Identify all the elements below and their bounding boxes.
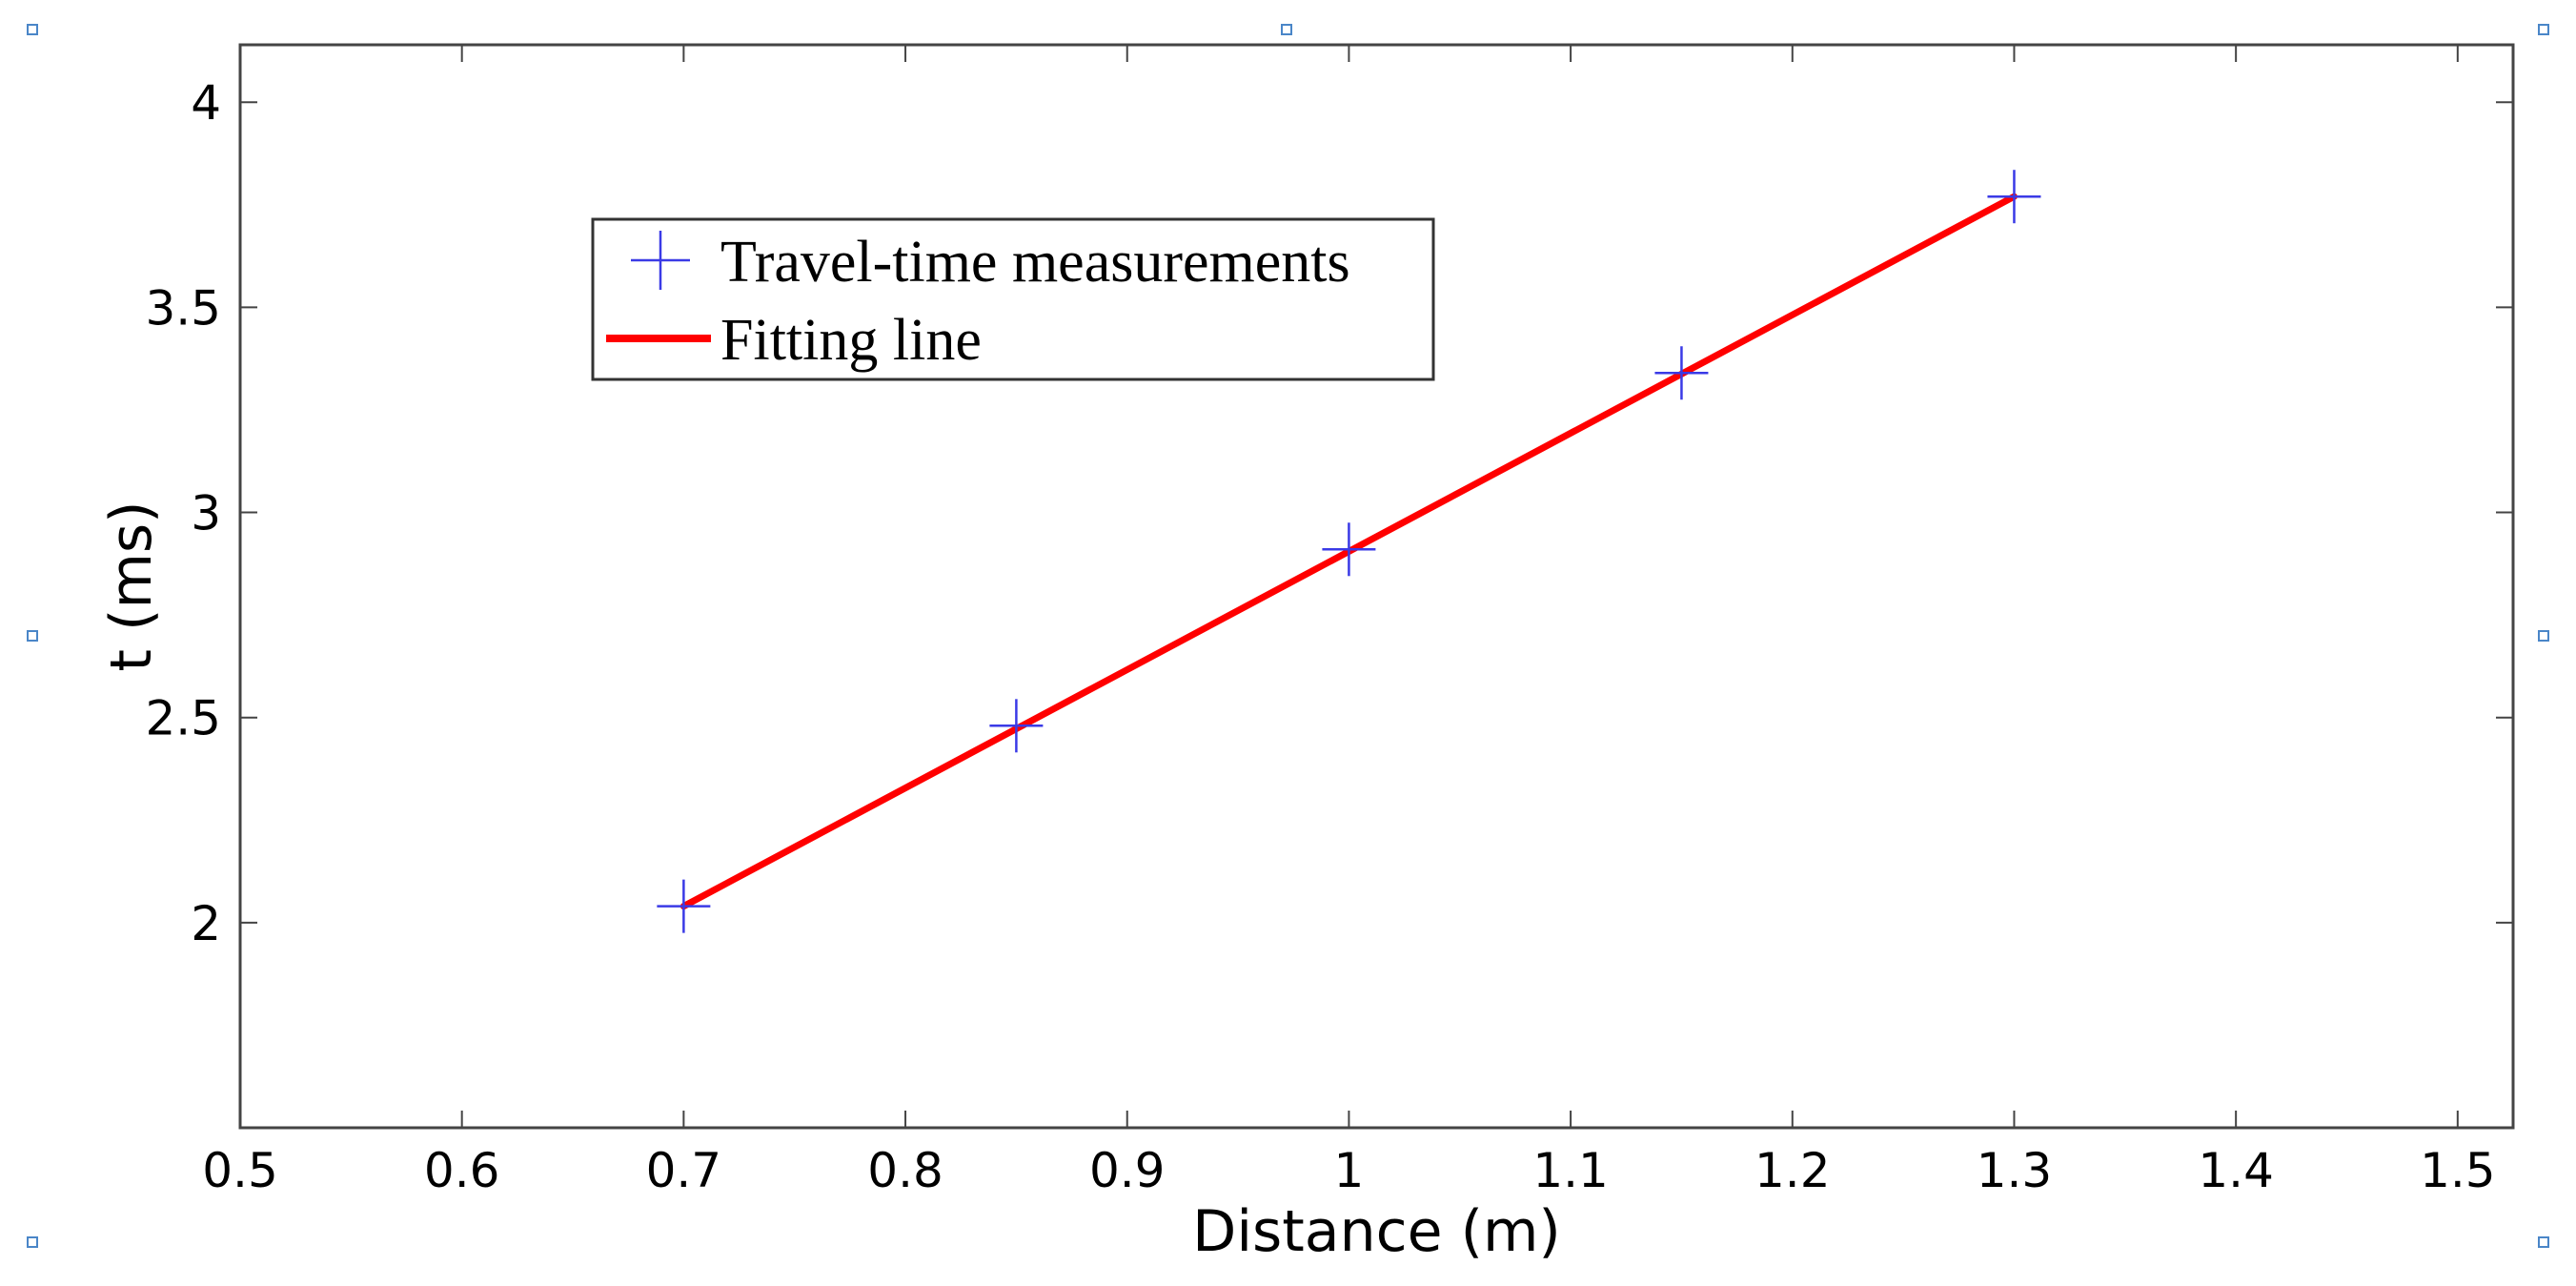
y-axis-title: t (ms) — [98, 500, 165, 671]
x-axis-title: Distance (m) — [1192, 1198, 1561, 1265]
legend-box — [591, 217, 1435, 381]
measurement-point — [657, 879, 711, 933]
x-tick-label: 0.5 — [202, 1143, 278, 1198]
x-tick-label: 0.6 — [424, 1143, 500, 1198]
y-axis-ticks: 2 2.5 3 3.5 4 — [145, 75, 2513, 951]
x-tick-label: 1.3 — [1977, 1143, 2053, 1198]
selection-handle-bottom-left[interactable] — [27, 1236, 38, 1248]
x-tick-label: 1.2 — [1755, 1143, 1831, 1198]
measurement-point — [1987, 170, 2041, 224]
selection-handle-top-center[interactable] — [1281, 24, 1292, 35]
y-tick-label: 3.5 — [145, 280, 221, 336]
selection-handle-bottom-right[interactable] — [2538, 1236, 2549, 1248]
x-tick-label: 1.1 — [1532, 1143, 1609, 1198]
y-tick-label: 2 — [191, 896, 221, 951]
selection-handle-top-right[interactable] — [2538, 24, 2549, 35]
x-tick-label: 1.5 — [2420, 1143, 2496, 1198]
selection-handle-middle-right[interactable] — [2538, 630, 2549, 642]
y-tick-label: 4 — [191, 75, 221, 131]
measurement-point — [989, 699, 1044, 753]
measurement-point — [1322, 522, 1376, 577]
series-layer — [657, 170, 2041, 933]
measurement-point — [1654, 346, 1709, 400]
y-tick-label: 3 — [191, 486, 221, 541]
selection-handle-top-left[interactable] — [27, 24, 38, 35]
x-tick-label: 1.4 — [2198, 1143, 2274, 1198]
plot-area — [238, 43, 2515, 1130]
y-tick-label: 2.5 — [145, 691, 221, 746]
selection-handle-middle-left[interactable] — [27, 630, 38, 642]
x-tick-label: 1 — [1334, 1143, 1365, 1198]
legend-entry-measurements: Travel-time measurements — [720, 230, 1350, 295]
x-tick-label: 0.8 — [867, 1143, 943, 1198]
legend: Travel-time measurements Fitting line — [591, 217, 1435, 381]
legend-entry-fitting-line: Fitting line — [720, 308, 982, 373]
x-axis-ticks: 0.5 0.6 0.7 0.8 0.9 1 1.1 1.2 1.3 1.4 1.5 — [202, 45, 2496, 1198]
x-tick-label: 0.7 — [646, 1143, 722, 1198]
x-tick-label: 0.9 — [1089, 1143, 1166, 1198]
legend-marker-plus-icon — [631, 231, 690, 290]
